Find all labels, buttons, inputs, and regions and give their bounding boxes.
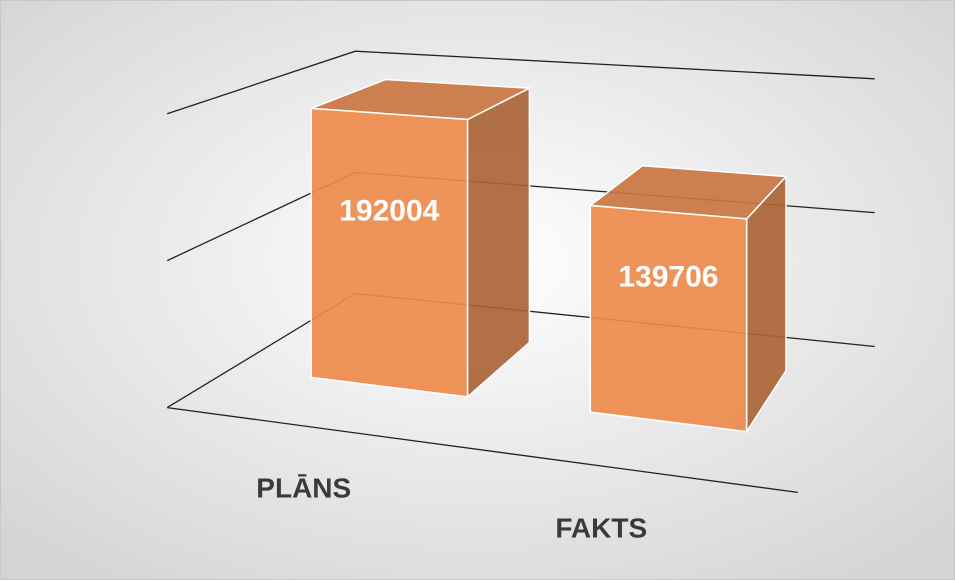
grid-line [166, 50, 875, 115]
bar [589, 204, 748, 433]
bar-side [466, 86, 531, 399]
floor-edge [167, 406, 798, 494]
data-label: 139706 [618, 260, 718, 293]
bar [310, 107, 469, 398]
x-tick-label: PLĀNS [256, 472, 351, 503]
x-tick-label: FAKTS [555, 512, 647, 543]
data-label: 192004 [339, 195, 439, 228]
